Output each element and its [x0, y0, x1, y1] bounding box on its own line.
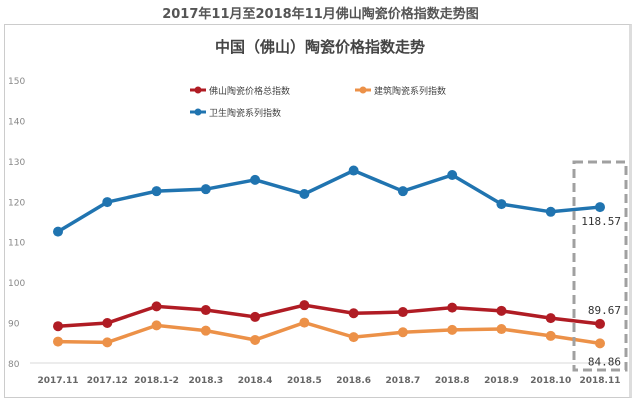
data-point: [299, 189, 310, 200]
x-tick-label: 2018.10: [530, 376, 571, 386]
data-point: [545, 330, 556, 341]
data-point: [102, 337, 113, 348]
data-point: [595, 338, 605, 349]
x-tick-label: 2018.4: [238, 376, 273, 386]
x-tick-label: 2018.6: [336, 376, 371, 386]
x-tick-label: 2018.9: [484, 376, 519, 386]
data-label: 118.57: [581, 215, 621, 228]
x-tick-label: 2017.12: [87, 376, 128, 386]
data-point: [595, 202, 605, 213]
legend-marker: [359, 86, 367, 94]
legend-label: 卫生陶瓷系列指数: [209, 107, 281, 119]
series-line: [57, 320, 601, 346]
data-point: [348, 332, 359, 343]
data-point: [397, 307, 408, 318]
data-point: [102, 197, 113, 208]
y-tick-label: 110: [8, 239, 25, 249]
data-point: [200, 325, 211, 336]
data-point: [200, 305, 211, 316]
data-point: [299, 317, 310, 328]
data-point: [545, 206, 556, 217]
legend-marker: [194, 108, 202, 116]
data-point: [53, 226, 63, 237]
legend-marker: [194, 86, 202, 94]
data-point: [250, 334, 261, 345]
y-tick-label: 130: [8, 158, 25, 168]
x-tick-label: 2018.7: [386, 376, 421, 386]
x-tick-label: 2018.5: [287, 376, 322, 386]
data-point: [151, 301, 162, 312]
outer-title: 2017年11月至2018年11月佛山陶瓷价格指数走势图: [162, 7, 479, 22]
legend-label: 佛山陶瓷价格总指数: [209, 85, 290, 97]
data-point: [447, 170, 458, 181]
y-tick-label: 120: [8, 198, 25, 208]
series-line: [57, 303, 601, 328]
data-point: [397, 327, 408, 338]
y-tick-label: 100: [8, 279, 25, 289]
series-line: [57, 168, 601, 234]
legend-label: 建筑陶瓷系列指数: [374, 85, 446, 97]
data-point: [496, 305, 507, 316]
data-point: [496, 199, 507, 210]
y-tick-label: 90: [8, 320, 20, 330]
x-tick-label: 2018.1-2: [134, 376, 179, 386]
data-point: [250, 174, 261, 185]
data-point: [53, 321, 63, 332]
data-point: [200, 184, 211, 195]
x-tick-label: 2018.11: [580, 376, 621, 386]
chart-title: 中国（佛山）陶瓷价格指数走势: [215, 38, 425, 56]
data-point: [299, 300, 310, 311]
data-point: [53, 336, 63, 347]
data-point: [151, 186, 162, 197]
data-point: [102, 317, 113, 328]
x-tick-label: 2018.3: [188, 376, 223, 386]
x-tick-label: 2017.11: [38, 376, 79, 386]
chart-frame: [4, 24, 632, 398]
data-point: [250, 311, 261, 322]
data-label: 84.86: [588, 355, 621, 368]
data-point: [595, 318, 605, 329]
data-point: [151, 320, 162, 331]
data-label: 89.67: [588, 304, 621, 317]
y-tick-label: 150: [8, 77, 25, 87]
data-point: [447, 324, 458, 335]
data-point: [545, 313, 556, 324]
data-point: [348, 165, 359, 176]
data-point: [348, 308, 359, 319]
data-point: [496, 324, 507, 335]
data-point: [447, 302, 458, 313]
y-tick-label: 80: [8, 360, 20, 370]
x-tick-label: 2018.8: [435, 376, 470, 386]
y-tick-label: 140: [8, 117, 25, 127]
data-point: [397, 186, 408, 197]
highlight-box: [572, 160, 628, 372]
